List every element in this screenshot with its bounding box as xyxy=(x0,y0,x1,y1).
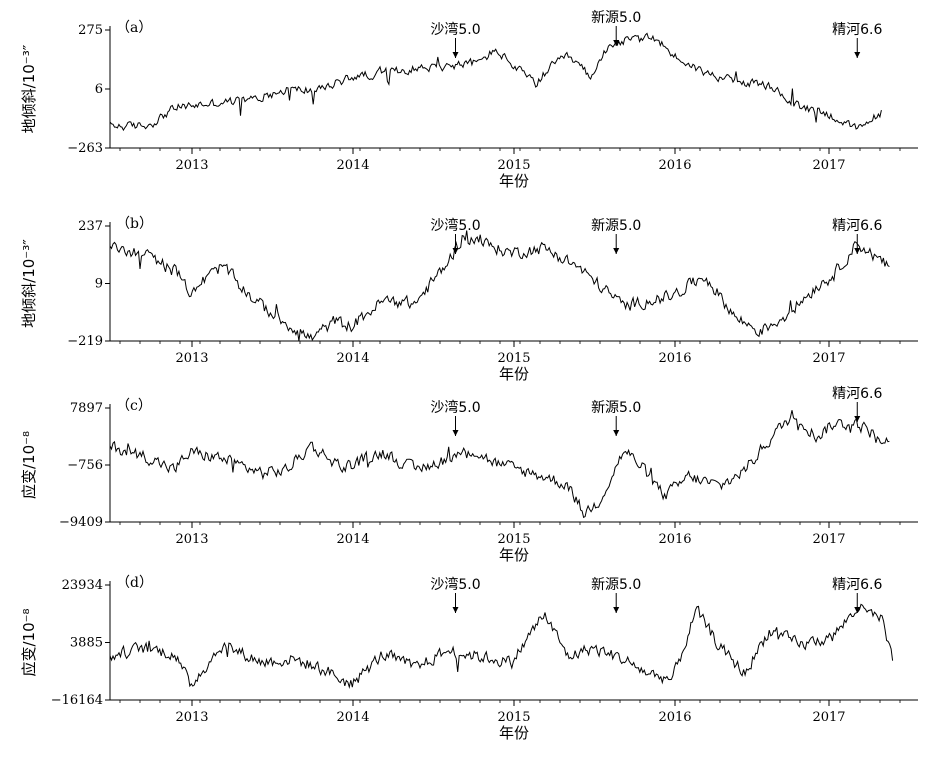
y-axis-title: 应变/10⁻⁸ xyxy=(20,608,38,676)
annotation-label: 新源5.0 xyxy=(591,218,641,234)
annotation-arrow-head xyxy=(854,416,861,422)
y-tick-label: −756 xyxy=(67,458,103,473)
series-line xyxy=(109,410,890,519)
annotation-arrow-head xyxy=(854,52,861,58)
x-tick-label: 2016 xyxy=(658,532,691,547)
x-tick-label: 2017 xyxy=(812,710,845,725)
annotation-arrow-head xyxy=(613,248,620,254)
x-tick-label: 2015 xyxy=(497,351,530,366)
x-tick-label: 2013 xyxy=(175,351,208,366)
x-tick-label: 2016 xyxy=(658,710,691,725)
y-tick-label: 23934 xyxy=(62,578,103,593)
annotation-arrow-head xyxy=(452,52,459,58)
x-axis-title: 年份 xyxy=(499,724,529,742)
annotation-arrow-head xyxy=(613,430,620,436)
annotation-arrow-head xyxy=(613,607,620,613)
series-line xyxy=(109,230,890,342)
y-tick-label: −263 xyxy=(67,141,103,156)
annotation-label: 精河6.6 xyxy=(832,22,882,38)
panel-d: 2013 2014 2015 2016 2017 年份 23934 3885 −16164 应变/… xyxy=(20,575,918,742)
y-tick-label: 7897 xyxy=(70,401,103,416)
x-tick-label: 2013 xyxy=(175,158,208,173)
annotation-label: 沙湾5.0 xyxy=(430,399,480,416)
x-tick-label: 2014 xyxy=(336,158,369,173)
x-tick-label: 2014 xyxy=(336,710,369,725)
y-tick-label: 3885 xyxy=(70,636,103,651)
y-tick-label: −9409 xyxy=(59,515,103,530)
annotation-label: 精河6.6 xyxy=(832,577,882,593)
x-tick-label: 2014 xyxy=(336,532,369,547)
y-tick-label: 275 xyxy=(78,23,103,38)
annotation-label: 新源5.0 xyxy=(591,577,641,593)
x-tick-label: 2013 xyxy=(175,532,208,547)
x-tick-label: 2016 xyxy=(658,158,691,173)
panel-tag: （a） xyxy=(116,20,152,36)
panel-b: 2013 2014 2015 2016 2017 年份 237 9 −219 地倾斜/10⁻³″ （… xyxy=(20,216,918,383)
y-axis-title: 地倾斜/10⁻³″ xyxy=(20,44,38,133)
series-line xyxy=(109,32,882,132)
annotation-label: 精河6.6 xyxy=(832,386,882,402)
annotation-arrow-head xyxy=(854,248,861,254)
annotation-label: 新源5.0 xyxy=(591,10,641,26)
annotation-label: 精河6.6 xyxy=(832,218,882,234)
panel-tag: （b） xyxy=(116,216,153,232)
x-axis-title: 年份 xyxy=(499,546,529,564)
y-axis-title: 地倾斜/10⁻³″ xyxy=(20,239,38,328)
y-tick-label: 237 xyxy=(78,219,103,234)
y-axis-title: 应变/10⁻⁸ xyxy=(20,431,38,499)
x-axis-title: 年份 xyxy=(499,365,529,383)
series-line xyxy=(109,603,894,689)
annotation-label: 新源5.0 xyxy=(591,400,641,416)
y-tick-label: 6 xyxy=(95,82,103,97)
x-axis-title: 年份 xyxy=(499,172,529,190)
panel-a: 2013 2014 2015 2016 2017 年份 275 6 −263 地倾斜/10⁻³″ （… xyxy=(20,10,918,190)
annotation-arrow-head xyxy=(854,607,861,613)
x-tick-label: 2017 xyxy=(812,158,845,173)
panel-c: 2013 2014 2015 2016 2017 年份 7897 −756 −9409 应变/10… xyxy=(20,386,918,564)
panel-tag: （c） xyxy=(116,398,152,414)
annotation-arrow-head xyxy=(452,607,459,613)
annotation-arrow-head xyxy=(452,248,459,254)
x-tick-label: 2015 xyxy=(497,158,530,173)
panel-tag: （d） xyxy=(116,575,153,591)
y-tick-label: −219 xyxy=(67,334,103,349)
x-tick-label: 2013 xyxy=(175,710,208,725)
x-tick-label: 2015 xyxy=(497,532,530,547)
annotation-label: 沙湾5.0 xyxy=(430,576,480,593)
annotation-label: 沙湾5.0 xyxy=(430,217,480,234)
x-tick-label: 2015 xyxy=(497,710,530,725)
annotation-label: 沙湾5.0 xyxy=(430,21,480,38)
x-tick-label: 2017 xyxy=(812,532,845,547)
x-tick-label: 2016 xyxy=(658,351,691,366)
annotation-arrow-head xyxy=(452,430,459,436)
x-tick-label: 2014 xyxy=(336,351,369,366)
x-tick-label: 2017 xyxy=(812,351,845,366)
y-tick-label: −16164 xyxy=(51,693,103,708)
y-tick-label: 9 xyxy=(95,277,103,292)
annotation-arrow-head xyxy=(613,40,620,46)
